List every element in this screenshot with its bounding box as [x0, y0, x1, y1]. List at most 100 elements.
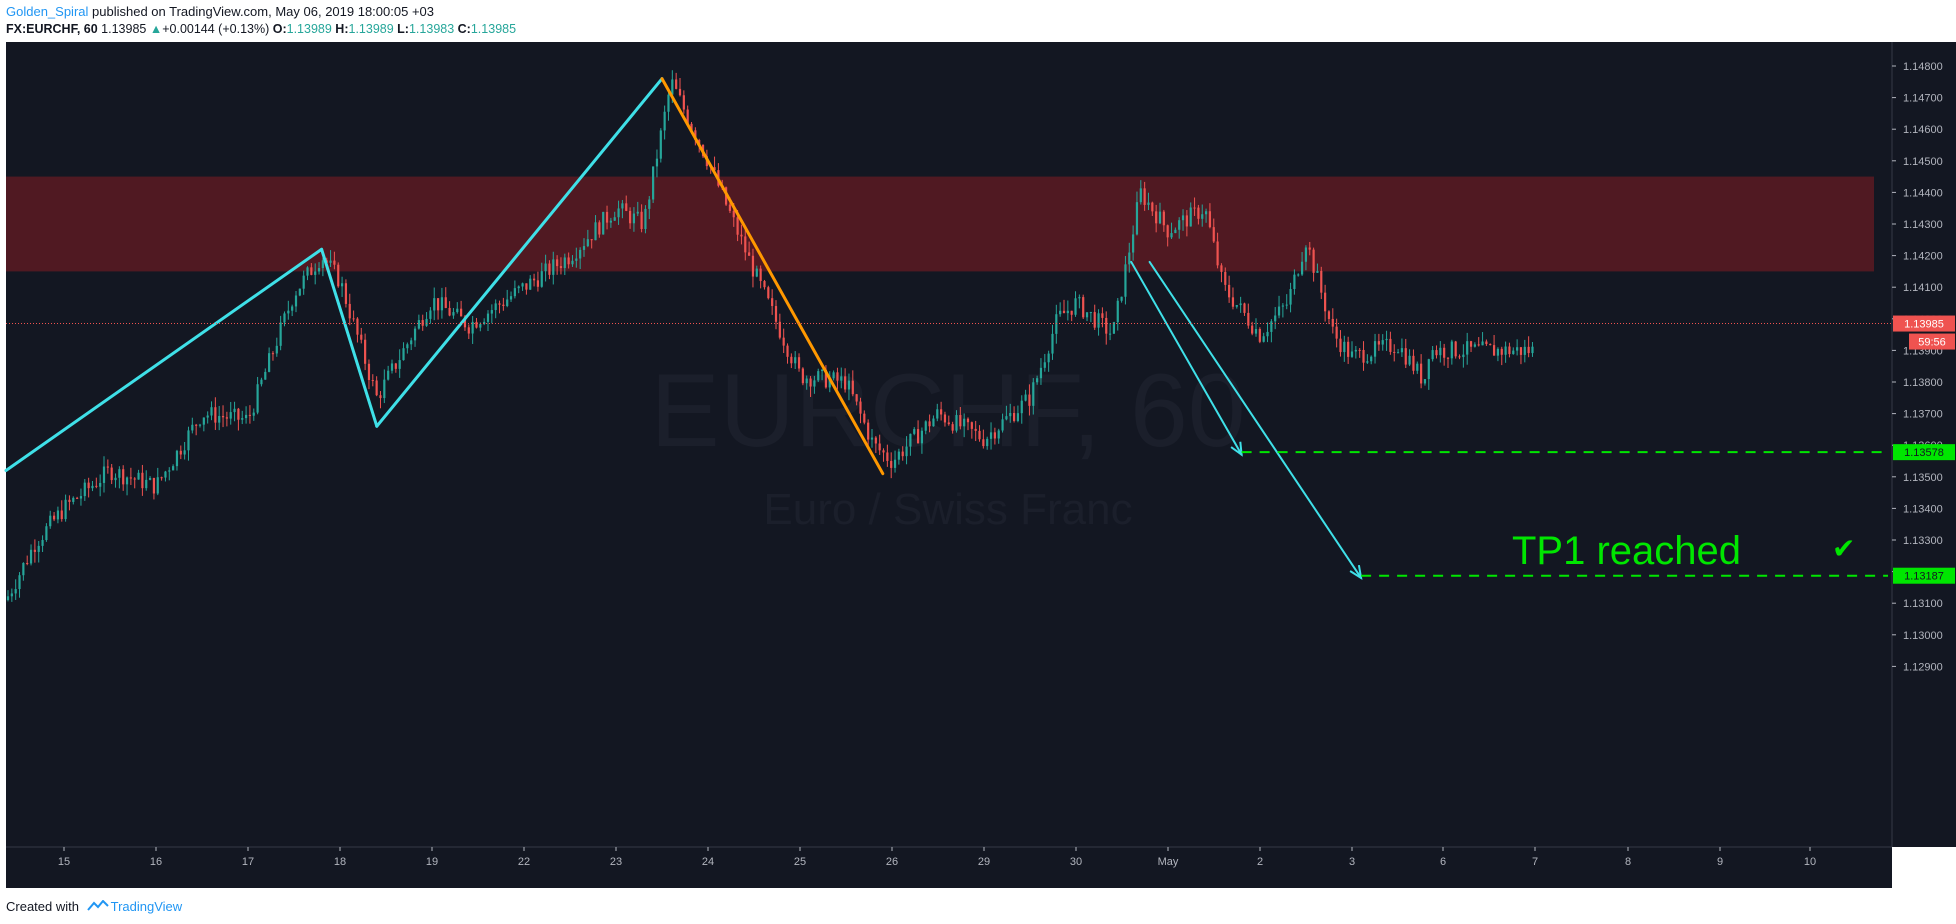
candle-body	[686, 109, 689, 124]
candle-body	[1066, 310, 1069, 314]
x-tick-label: 19	[426, 856, 438, 868]
correction-leg[interactable]	[660, 77, 885, 476]
candle-body	[632, 213, 636, 224]
candle-body	[771, 298, 774, 307]
candle-body	[360, 334, 363, 340]
candle-body	[997, 430, 1000, 439]
tradingview-logo-icon	[86, 900, 109, 911]
candle-body	[52, 515, 56, 520]
x-tick-label: 25	[794, 856, 806, 868]
candle-body	[383, 379, 386, 399]
low-value: 1.13983	[408, 22, 455, 36]
target-label-tp1: 1.13578	[1904, 447, 1944, 459]
candle-body	[1162, 211, 1165, 226]
author-link[interactable]: Golden_Spiral	[6, 4, 89, 19]
projection-arrow-tp2-head	[1349, 564, 1363, 580]
candle-body	[728, 204, 732, 211]
candle-body	[1254, 329, 1258, 334]
x-tick-label: 30	[1070, 856, 1082, 868]
candle-body	[786, 345, 789, 357]
candle-body	[579, 249, 582, 259]
candle-body	[33, 549, 36, 552]
candle-body	[982, 439, 985, 447]
candle-body	[1181, 215, 1185, 221]
candle-body	[214, 407, 217, 423]
candle-body	[1270, 321, 1273, 332]
resistance-zone[interactable]	[6, 176, 1874, 272]
projection-arrow-tp1[interactable]	[1130, 260, 1243, 456]
price-chart[interactable]: EURCHF, 60 Euro / Swiss Franc TP1 reached…	[0, 42, 1956, 894]
x-tick-label: 8	[1625, 856, 1631, 868]
candle-body	[748, 252, 751, 256]
candle-body	[390, 363, 394, 371]
candle-body	[260, 379, 263, 385]
y-tick-label: 1.14500	[1903, 156, 1943, 168]
candle-body	[1373, 341, 1377, 357]
candle-body	[1089, 312, 1092, 314]
tradingview-link[interactable]: TradingView	[110, 899, 183, 914]
x-tick-label: 23	[610, 856, 622, 868]
candle-body	[1527, 346, 1530, 354]
candle-body	[594, 222, 597, 241]
candle-body	[1446, 357, 1450, 359]
candle-body	[287, 310, 290, 314]
candle-body	[1012, 413, 1016, 421]
candle-body	[655, 158, 659, 167]
candle-body	[49, 515, 52, 527]
impulse-leg-3[interactable]	[375, 77, 664, 428]
candle-body	[379, 395, 382, 399]
y-tick-label: 1.14300	[1903, 219, 1943, 231]
candle-body	[6, 596, 10, 601]
x-tick-label: 24	[702, 856, 714, 868]
candle-body	[540, 271, 543, 287]
candle-body	[502, 304, 505, 307]
candle-body	[314, 271, 317, 275]
candle-body	[621, 203, 624, 209]
candle-body	[671, 79, 674, 95]
candle-body	[778, 321, 781, 338]
candle-body	[1116, 300, 1119, 323]
candle-body	[1197, 207, 1200, 219]
candle-body	[1062, 310, 1066, 314]
candle-body	[1489, 344, 1492, 346]
candle-body	[859, 401, 862, 414]
high-value: 1.13989	[348, 22, 394, 36]
candle-body	[1416, 363, 1419, 371]
watermark-symbol: EURCHF, 60	[650, 353, 1245, 469]
candle-body	[936, 409, 939, 419]
candle-body	[367, 363, 371, 381]
candle-body	[160, 477, 163, 479]
candle-body	[102, 466, 106, 483]
y-tick-label: 1.13500	[1903, 472, 1943, 484]
projection-arrow-tp2[interactable]	[1148, 260, 1363, 579]
candle-body	[1105, 317, 1108, 334]
y-tick-label: 1.14600	[1903, 124, 1943, 136]
impulse-leg-2[interactable]	[320, 247, 379, 428]
candle-body	[652, 166, 655, 200]
candle-body	[1139, 188, 1142, 203]
candle-body	[744, 236, 747, 253]
candle-body	[417, 320, 420, 329]
candle-body	[1151, 202, 1154, 212]
current-price-label: 1.13985	[1904, 319, 1944, 331]
impulse-leg-1[interactable]	[4, 247, 324, 472]
candle-body	[402, 348, 405, 361]
candle-body	[556, 259, 559, 267]
current-price-label-bg	[1893, 315, 1955, 332]
candle-body	[225, 417, 228, 419]
candle-body	[298, 288, 301, 296]
candle-body	[1362, 349, 1365, 363]
x-tick-label: 6	[1440, 856, 1446, 868]
candle-body	[966, 418, 970, 423]
candle-body	[893, 459, 897, 468]
candle-body	[306, 267, 309, 276]
candle-body	[897, 451, 900, 460]
candle-body	[1166, 225, 1169, 238]
candle-body	[460, 308, 463, 317]
candle-body	[440, 297, 444, 311]
candle-body	[805, 378, 808, 384]
candle-body	[1247, 312, 1250, 326]
open-label: O:	[272, 22, 287, 36]
candle-body	[1350, 351, 1354, 357]
candle-body	[1466, 341, 1469, 355]
